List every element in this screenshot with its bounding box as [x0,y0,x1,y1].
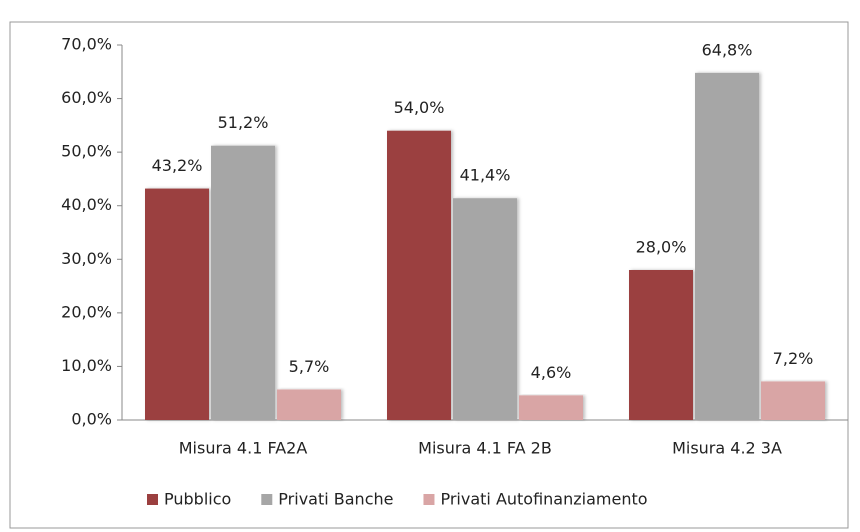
data-label: 5,7% [289,357,330,376]
data-label: 51,2% [218,113,269,132]
y-tick-label: 0,0% [71,410,112,429]
legend-label: Pubblico [164,490,231,509]
legend-label: Privati Autofinanziamento [440,490,647,509]
data-label: 54,0% [394,98,445,117]
y-tick-label: 10,0% [61,356,112,375]
bar [387,130,451,420]
y-tick-label: 60,0% [61,88,112,107]
bar [453,198,517,420]
bar [695,72,759,420]
data-label: 43,2% [152,156,203,175]
data-label: 28,0% [636,238,687,257]
bar [519,395,583,420]
x-tick-label: Misura 4.1 FA2A [179,439,308,458]
bar [145,188,209,420]
data-label: 41,4% [460,166,511,185]
data-label: 4,6% [531,363,572,382]
x-tick-label: Misura 4.1 FA 2B [418,439,552,458]
bar [629,270,693,420]
bar [277,389,341,420]
y-tick-label: 70,0% [61,35,112,54]
legend-label: Privati Banche [278,490,393,509]
legend-swatch [147,494,158,505]
y-tick-label: 30,0% [61,249,112,268]
y-tick-label: 50,0% [61,142,112,161]
data-label: 7,2% [773,349,814,368]
bar [211,145,275,420]
y-tick-label: 20,0% [61,302,112,321]
y-tick-label: 40,0% [61,195,112,214]
x-tick-label: Misura 4.2 3A [672,439,782,458]
bar [761,381,825,420]
data-label: 64,8% [702,40,753,59]
legend-swatch [423,494,435,505]
legend-swatch [261,494,273,505]
